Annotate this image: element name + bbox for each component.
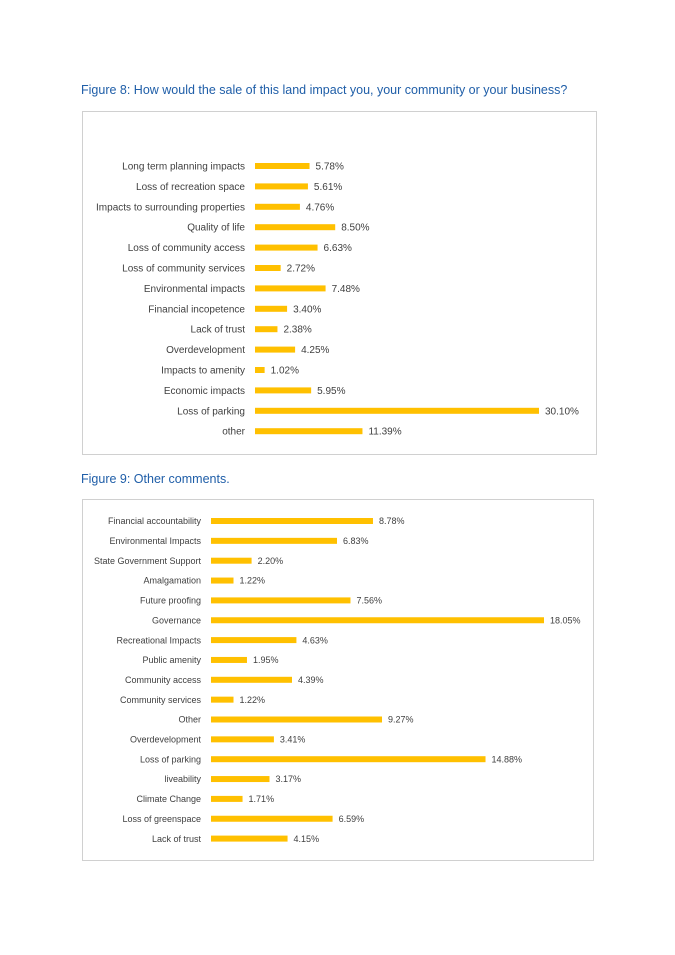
figure-8-chart: Long term planning impacts 5.78% Loss of r… xyxy=(82,111,597,455)
category-label: other xyxy=(222,427,245,438)
bar xyxy=(211,795,243,802)
bar xyxy=(255,244,318,251)
data-label: 4.63% xyxy=(302,635,328,645)
category-label: Climate Change xyxy=(136,794,201,804)
data-label: 1.02% xyxy=(271,366,299,377)
category-label: Public amenity xyxy=(142,655,201,665)
category-label: Amalgamation xyxy=(143,576,201,586)
category-label: Loss of recreation space xyxy=(136,182,245,193)
category-label: Loss of community access xyxy=(128,243,245,254)
category-label: Future proofing xyxy=(140,596,201,606)
bar xyxy=(255,305,288,312)
data-label: 5.95% xyxy=(317,386,345,397)
figure-9-title: Figure 9: Other comments. xyxy=(81,472,230,486)
bar xyxy=(255,224,336,231)
category-label: Community services xyxy=(120,695,202,705)
data-label: 1.71% xyxy=(249,794,275,804)
data-label: 6.63% xyxy=(324,243,352,254)
data-label: 7.56% xyxy=(356,596,382,606)
category-label: State Government Support xyxy=(94,556,202,566)
bar xyxy=(255,407,539,414)
data-label: 2.38% xyxy=(283,325,311,336)
data-label: 8.50% xyxy=(341,223,369,234)
category-label: Impacts to amenity xyxy=(161,366,245,377)
category-label: Environmental impacts xyxy=(144,284,245,295)
category-label: Loss of parking xyxy=(140,754,201,764)
data-label: 2.72% xyxy=(287,264,315,275)
category-label: Recreational Impacts xyxy=(116,635,201,645)
data-label: 5.61% xyxy=(314,182,342,193)
data-label: 8.78% xyxy=(379,516,405,526)
data-label: 6.83% xyxy=(343,536,369,546)
data-label: 4.15% xyxy=(294,834,320,844)
bar xyxy=(255,367,265,373)
category-label: Lack of trust xyxy=(152,834,202,844)
category-label: Overdevelopment xyxy=(130,735,202,745)
category-label: Loss of community services xyxy=(122,264,245,275)
figure-8-chart-svg: Long term planning impacts 5.78% Loss of r… xyxy=(96,162,579,438)
bar xyxy=(255,285,326,292)
data-label: 4.76% xyxy=(306,202,334,213)
bar xyxy=(211,756,486,763)
figure-9-chart: Financial accountability 8.78% Environment… xyxy=(82,499,594,861)
figure-8-title: Figure 8: How would the sale of this lan… xyxy=(81,83,568,97)
category-label: Quality of life xyxy=(187,223,245,234)
bar xyxy=(255,265,281,271)
data-label: 5.78% xyxy=(316,162,344,173)
data-label: 1.95% xyxy=(253,655,279,665)
bar xyxy=(211,676,292,683)
data-label: 6.59% xyxy=(339,814,365,824)
data-label: 3.17% xyxy=(275,774,301,784)
bar xyxy=(211,815,333,822)
data-label: 11.39% xyxy=(368,427,401,438)
bar xyxy=(211,518,373,524)
bar xyxy=(211,736,274,743)
bar xyxy=(255,346,296,353)
bar xyxy=(255,428,363,435)
bar xyxy=(211,656,247,663)
category-label: Financial incopetence xyxy=(148,304,245,315)
bar xyxy=(255,387,312,394)
bar xyxy=(211,716,383,723)
bar xyxy=(211,835,288,842)
bar xyxy=(255,183,308,190)
bar xyxy=(255,163,310,169)
data-label: 4.39% xyxy=(298,675,324,685)
data-label: 1.22% xyxy=(240,576,266,586)
bar xyxy=(211,637,297,644)
bar xyxy=(211,696,234,703)
category-label: Loss of parking xyxy=(177,406,245,417)
bar xyxy=(211,577,234,584)
bar xyxy=(255,326,278,333)
bar xyxy=(211,776,270,783)
category-label: liveability xyxy=(164,774,201,784)
data-label: 2.20% xyxy=(258,556,284,566)
figure-9-chart-svg: Financial accountability 8.78% Environment… xyxy=(94,516,581,844)
data-label: 7.48% xyxy=(332,284,360,295)
category-label: Long term planning impacts xyxy=(122,162,245,173)
data-label: 3.40% xyxy=(293,304,321,315)
data-label: 9.27% xyxy=(388,715,414,725)
category-label: Financial accountability xyxy=(108,516,202,526)
bar xyxy=(211,537,338,544)
category-label: Overdevelopment xyxy=(166,345,245,356)
bar xyxy=(211,557,252,564)
category-label: Community access xyxy=(125,675,202,685)
category-label: Impacts to surrounding properties xyxy=(96,202,245,213)
data-label: 18.05% xyxy=(550,615,581,625)
data-label: 30.10% xyxy=(545,406,579,417)
category-label: Loss of greenspace xyxy=(122,814,201,824)
data-label: 4.25% xyxy=(301,345,329,356)
data-label: 1.22% xyxy=(240,695,266,705)
category-label: Other xyxy=(178,715,201,725)
data-label: 14.88% xyxy=(492,754,523,764)
category-label: Economic impacts xyxy=(164,386,245,397)
bar xyxy=(211,617,544,624)
data-label: 3.41% xyxy=(280,735,306,745)
category-label: Lack of trust xyxy=(191,325,246,336)
category-label: Environmental Impacts xyxy=(109,536,201,546)
bar xyxy=(255,203,300,210)
category-label: Governance xyxy=(152,615,201,625)
bar xyxy=(211,597,351,604)
